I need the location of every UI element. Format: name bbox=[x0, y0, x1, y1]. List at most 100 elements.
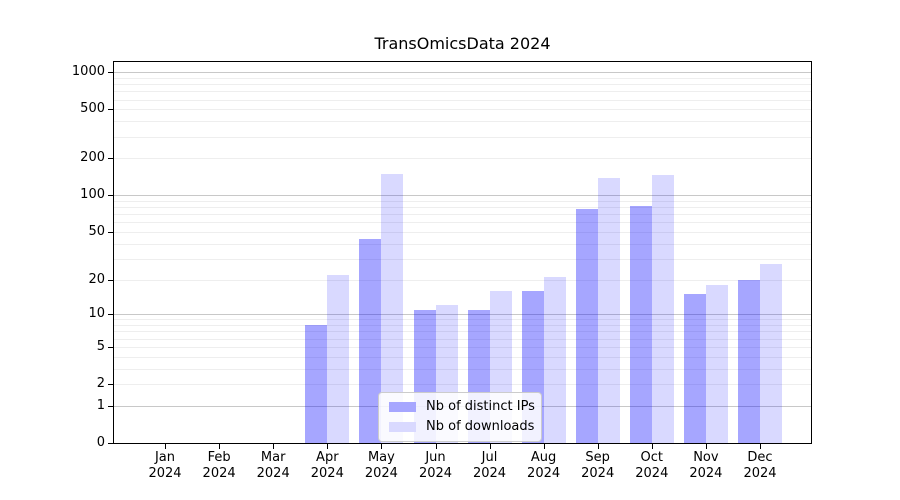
gridline-minor bbox=[114, 331, 811, 333]
bar bbox=[597, 177, 620, 443]
gridline-minor bbox=[114, 319, 811, 321]
bar bbox=[683, 294, 706, 443]
x-tick-year: 2024 bbox=[364, 466, 398, 481]
gridline-minor bbox=[114, 338, 811, 340]
bar bbox=[629, 205, 652, 443]
x-tick-month: Feb bbox=[207, 450, 231, 465]
legend-swatch bbox=[389, 421, 416, 432]
y-tick-mark bbox=[108, 109, 113, 111]
gridline-minor bbox=[114, 214, 811, 216]
bar bbox=[305, 325, 328, 443]
gridline-minor bbox=[114, 99, 811, 101]
x-tick-month: Jul bbox=[481, 450, 498, 465]
y-tick-mark bbox=[108, 314, 113, 316]
gridline-minor bbox=[114, 200, 811, 202]
x-tick-label: Aug 2024 bbox=[512, 450, 576, 482]
bar bbox=[575, 209, 598, 443]
y-tick-label: 10 bbox=[88, 306, 105, 322]
y-tick-label: 50 bbox=[88, 223, 105, 239]
x-tick-year: 2024 bbox=[472, 466, 507, 481]
y-tick-mark bbox=[108, 405, 113, 407]
x-tick-mark bbox=[327, 444, 329, 449]
x-tick-month: Jun bbox=[425, 450, 446, 465]
x-tick-label: Jan 2024 bbox=[133, 450, 197, 482]
gridline-minor bbox=[114, 258, 811, 260]
x-tick-label: Apr 2024 bbox=[295, 450, 359, 482]
x-tick-label: Dec 2024 bbox=[728, 450, 792, 482]
legend-row: Nb of distinct IPs bbox=[389, 399, 541, 414]
y-tick-label: 20 bbox=[88, 271, 105, 287]
x-tick-month: Sep bbox=[585, 450, 610, 465]
y-tick-label: 1 bbox=[96, 397, 105, 413]
x-tick-year: 2024 bbox=[256, 466, 290, 481]
x-tick-year: 2024 bbox=[202, 466, 236, 481]
x-tick-mark bbox=[597, 444, 599, 449]
legend-label: Nb of downloads bbox=[426, 419, 535, 434]
y-tick-mark bbox=[108, 443, 113, 444]
gridline-minor bbox=[114, 84, 811, 86]
x-tick-month: Apr bbox=[316, 450, 339, 465]
y-tick-mark bbox=[108, 231, 113, 233]
x-tick-year: 2024 bbox=[418, 466, 453, 481]
bar bbox=[327, 274, 350, 443]
legend-swatch bbox=[389, 401, 416, 412]
gridline-minor bbox=[114, 243, 811, 245]
y-tick-label: 100 bbox=[80, 187, 105, 203]
x-tick-mark bbox=[489, 444, 491, 449]
x-tick-label: Mar 2024 bbox=[241, 450, 305, 482]
legend-label: Nb of distinct IPs bbox=[426, 399, 535, 414]
y-tick-mark bbox=[108, 279, 113, 281]
x-tick-month: Jan bbox=[154, 450, 176, 465]
x-tick-mark bbox=[651, 444, 653, 449]
gridline-major bbox=[114, 195, 811, 197]
x-tick-mark bbox=[165, 444, 166, 449]
gridline-minor bbox=[114, 384, 811, 385]
bar bbox=[705, 284, 728, 443]
x-tick-year: 2024 bbox=[527, 466, 561, 481]
y-tick-mark bbox=[108, 158, 113, 160]
x-tick-year: 2024 bbox=[689, 466, 723, 481]
plot-area bbox=[113, 61, 812, 444]
x-tick-label: Jun 2024 bbox=[404, 450, 468, 482]
gridline-minor bbox=[114, 136, 811, 138]
gridline-minor bbox=[114, 231, 811, 233]
gridline-minor bbox=[114, 121, 811, 123]
y-tick-label: 0 bbox=[96, 435, 105, 450]
bar bbox=[760, 264, 782, 443]
gridline-major bbox=[114, 314, 811, 316]
x-tick-mark bbox=[705, 444, 707, 449]
gridline-minor bbox=[114, 109, 811, 111]
y-tick-mark bbox=[108, 72, 113, 74]
bar bbox=[359, 238, 382, 443]
gridline-minor bbox=[114, 158, 811, 160]
x-tick-year: 2024 bbox=[310, 466, 344, 481]
x-tick-month: Nov bbox=[693, 450, 719, 465]
x-tick-year: 2024 bbox=[743, 466, 777, 481]
y-tick-label: 2 bbox=[96, 376, 105, 391]
x-tick-month: Oct bbox=[640, 450, 664, 465]
x-tick-label: Nov 2024 bbox=[674, 450, 738, 482]
x-tick-month: Dec bbox=[747, 450, 773, 465]
x-tick-mark bbox=[543, 444, 545, 449]
x-tick-month: Mar bbox=[260, 450, 286, 465]
gridline-minor bbox=[114, 346, 811, 348]
y-tick-label: 5 bbox=[96, 338, 105, 354]
x-tick-mark bbox=[435, 444, 437, 449]
x-tick-mark bbox=[273, 444, 275, 449]
y-tick-mark bbox=[108, 195, 113, 197]
x-tick-year: 2024 bbox=[148, 466, 182, 481]
legend-row: Nb of downloads bbox=[389, 419, 541, 434]
x-tick-year: 2024 bbox=[635, 466, 669, 481]
x-tick-label: Sep 2024 bbox=[566, 450, 630, 482]
y-tick-label: 500 bbox=[80, 101, 105, 117]
y-tick-mark bbox=[108, 346, 113, 348]
bar bbox=[543, 277, 566, 443]
y-tick-label: 1000 bbox=[71, 64, 105, 80]
x-tick-month: Aug bbox=[530, 450, 557, 465]
x-tick-label: May 2024 bbox=[349, 450, 413, 482]
legend: Nb of distinct IPs Nb of downloads bbox=[378, 392, 542, 442]
chart-title: TransOmicsData 2024 bbox=[374, 34, 551, 53]
gridline-minor bbox=[114, 325, 811, 327]
x-tick-year: 2024 bbox=[581, 466, 615, 481]
